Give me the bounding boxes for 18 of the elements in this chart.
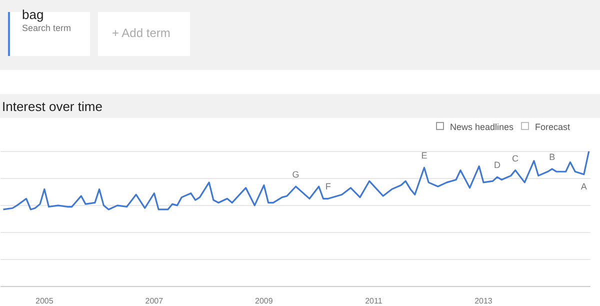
annotation: F (325, 182, 332, 192)
annotation: D (494, 160, 501, 170)
annotation: A (580, 181, 587, 192)
chart-title: Interest over time (2, 98, 102, 116)
x-tick-label: 2013 (474, 296, 493, 306)
annotation: E (421, 150, 428, 161)
text: + Add term (112, 25, 170, 42)
x-tick-label: 2005 (36, 296, 54, 306)
annotation: C (512, 153, 520, 164)
x-tick-label: 2007 (145, 296, 164, 306)
text: Forecast (535, 121, 570, 134)
text: Search term (22, 22, 72, 35)
x-tick-label: 2009 (255, 296, 274, 306)
text: bag (22, 6, 44, 24)
x-tick-label: 2011 (365, 296, 383, 306)
annotation: B (549, 152, 556, 162)
text: News headlines (450, 121, 514, 134)
annotation: G (292, 170, 300, 180)
